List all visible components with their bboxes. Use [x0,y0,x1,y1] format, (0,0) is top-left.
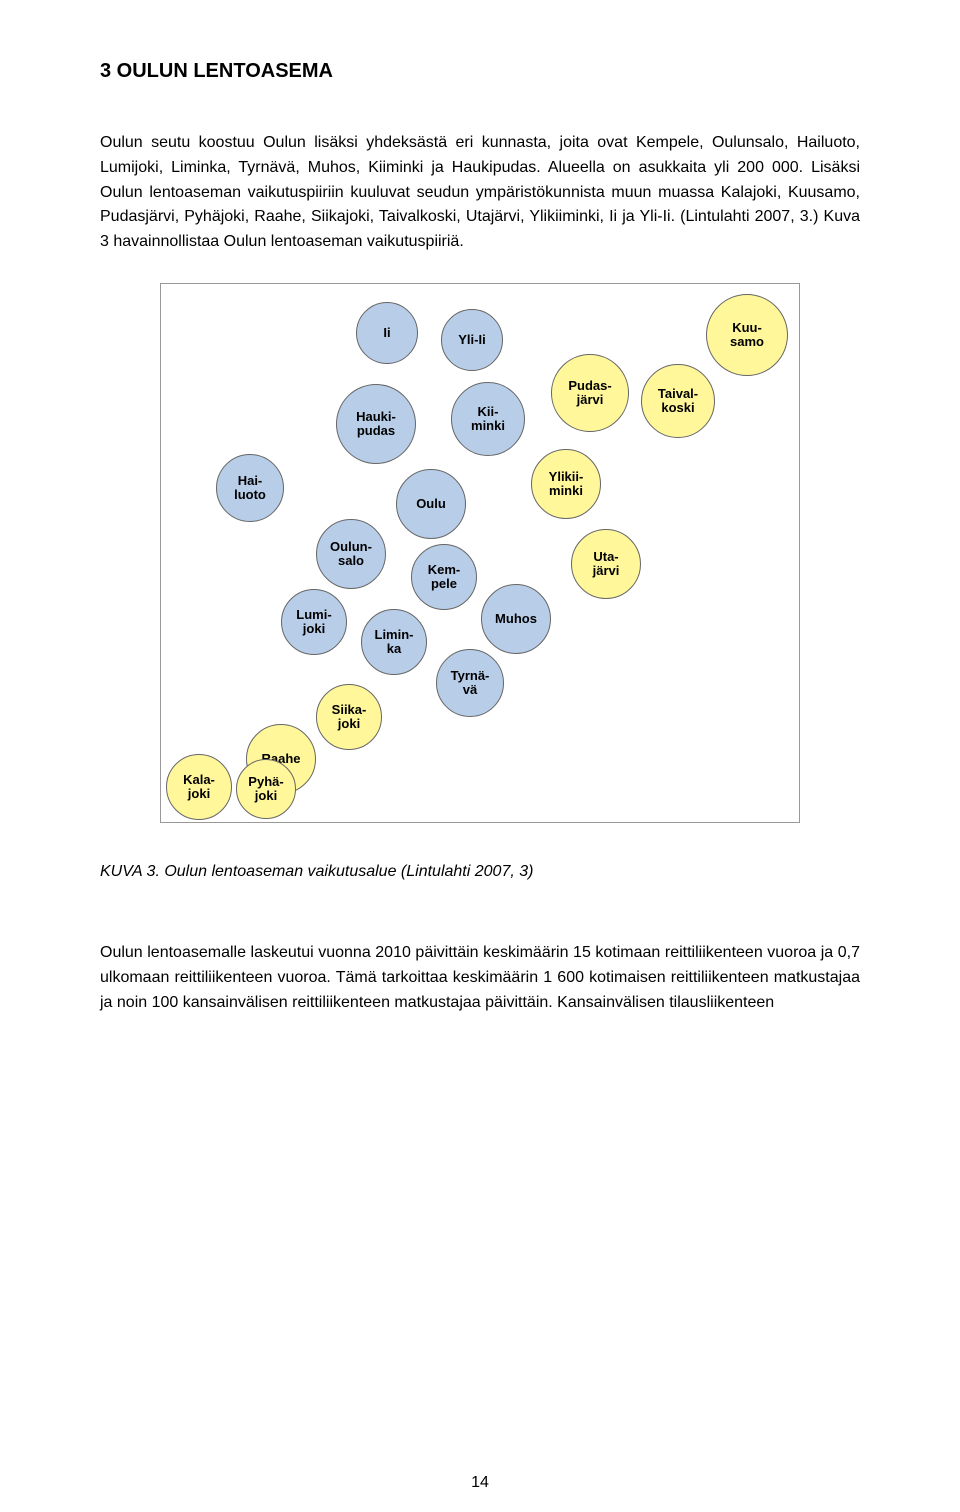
diagram-node: Hauki-pudas [336,384,416,464]
diagram-node: Muhos [481,584,551,654]
diagram-node: Pyhä-joki [236,759,296,819]
diagram-node: Kii-minki [451,382,525,456]
diagram-node: Uta-järvi [571,529,641,599]
diagram-node: Kala-joki [166,754,232,820]
diagram-node: Limin-ka [361,609,427,675]
diagram-node: Ylikii-minki [531,449,601,519]
influence-diagram: Ii Yli-Ii Kuu-samo Hauki-pudas Kii-minki Puda… [160,283,800,823]
diagram-node: Kuu-samo [706,294,788,376]
diagram-node: Oulun-salo [316,519,386,589]
diagram-node: Taival-koski [641,364,715,438]
diagram-node: Lumi-joki [281,589,347,655]
diagram-node: Ii [356,302,418,364]
page-number: 14 [0,1474,960,1492]
paragraph-1: Oulun seutu koostuu Oulun lisäksi yhdeks… [100,131,860,255]
diagram-node: Pudas-järvi [551,354,629,432]
paragraph-2: Oulun lentoasemalle laskeutui vuonna 201… [100,941,860,1015]
diagram-node: Siika-joki [316,684,382,750]
diagram-node: Kem-pele [411,544,477,610]
diagram-node: Tyrnä-vä [436,649,504,717]
diagram-node: Oulu [396,469,466,539]
diagram-node: Yli-Ii [441,309,503,371]
diagram-node: Hai-luoto [216,454,284,522]
figure-caption: KUVA 3. Oulun lentoaseman vaikutusalue (… [100,863,860,881]
section-heading: 3 OULUN LENTOASEMA [100,60,860,83]
